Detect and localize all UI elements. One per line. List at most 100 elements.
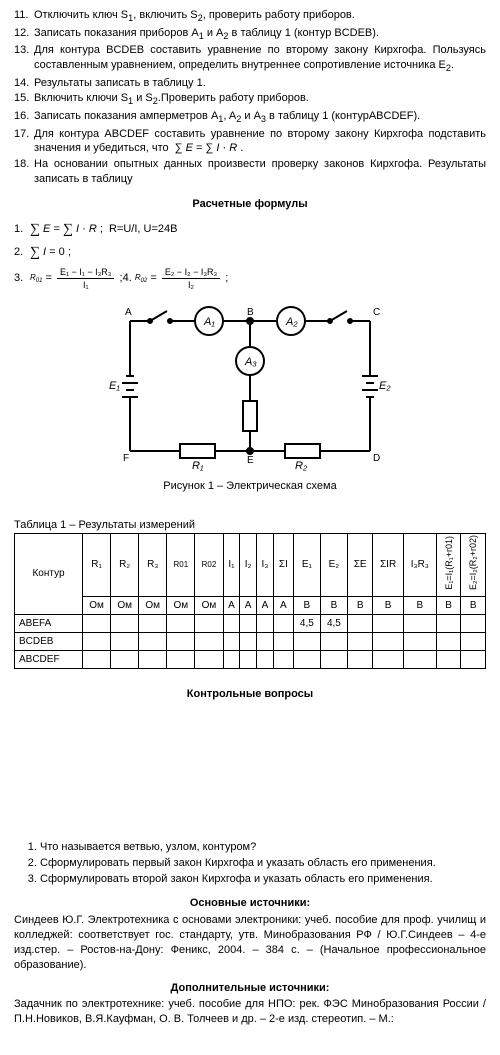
col-header: I₃	[256, 534, 273, 597]
svg-text:A: A	[125, 307, 132, 318]
col-vert-1: E₁=I₁(R₁+r01)	[436, 534, 461, 597]
data-cell	[373, 650, 403, 668]
data-cell	[373, 614, 403, 632]
unit-cell: В	[293, 596, 320, 614]
data-cell	[111, 650, 139, 668]
col-header: ΣE	[347, 534, 373, 597]
unit-cell: Ом	[167, 596, 195, 614]
procedure-step: 15.Включить ключи S1 и S2.Проверить рабо…	[14, 91, 486, 108]
data-cell	[461, 614, 486, 632]
formula-num-2: 2.	[14, 245, 30, 260]
data-cell	[240, 650, 257, 668]
svg-text:E: E	[247, 455, 254, 466]
col-vert-2: E₂=I₂(R₂+r02)	[461, 534, 486, 597]
unit-cell: Ом	[111, 596, 139, 614]
data-cell	[83, 650, 111, 668]
col-header: ΣIR	[373, 534, 403, 597]
data-cell	[403, 632, 436, 650]
col-header: E₁	[293, 534, 320, 597]
col-header: E₂	[320, 534, 347, 597]
data-cell	[256, 614, 273, 632]
unit-cell: Ом	[195, 596, 223, 614]
data-cell	[240, 614, 257, 632]
data-cell	[83, 632, 111, 650]
data-cell	[223, 614, 240, 632]
unit-cell: В	[347, 596, 373, 614]
data-cell	[273, 650, 293, 668]
page-gap	[14, 710, 486, 840]
data-cell	[461, 650, 486, 668]
formula-1: ∑ E = ∑ I · R ; R=U/I, U=24В	[30, 220, 177, 239]
question-item: Сформулировать второй закон Кирхгофа и у…	[40, 872, 486, 887]
svg-text:F: F	[123, 453, 129, 464]
data-cell	[195, 650, 223, 668]
table-row: ABCDEF	[15, 650, 486, 668]
main-sources-heading: Основные источники:	[14, 896, 486, 911]
source-e1-label: E₁	[109, 380, 120, 392]
table-caption: Таблица 1 – Результаты измерений	[14, 518, 486, 533]
data-cell	[436, 614, 461, 632]
data-cell	[167, 632, 195, 650]
data-cell	[293, 632, 320, 650]
data-cell	[347, 632, 373, 650]
unit-cell: Ом	[139, 596, 167, 614]
col-header: I₃R₃	[403, 534, 436, 597]
resistor-r1-label: R₁	[192, 460, 204, 471]
col-header: I₂	[240, 534, 257, 597]
circuit-diagram: A₁ A₂ A₃ E₁ E₂ R₁ R₂ A B C D E F	[14, 301, 486, 471]
unit-cell: В	[320, 596, 347, 614]
svg-text:B: B	[247, 307, 254, 318]
unit-cell: В	[373, 596, 403, 614]
data-cell	[195, 632, 223, 650]
data-cell	[223, 632, 240, 650]
formula-num-3: 3.	[14, 271, 30, 286]
procedure-step: 18.На основании опытных данных произвест…	[14, 157, 486, 187]
data-cell	[436, 632, 461, 650]
additional-sources-heading: Дополнительные источники:	[14, 981, 486, 996]
data-cell	[139, 614, 167, 632]
data-cell	[347, 650, 373, 668]
data-cell	[240, 632, 257, 650]
meter-a3-label: A₃	[244, 356, 257, 368]
questions-heading: Контрольные вопросы	[14, 687, 486, 702]
results-table: КонтурR₁R₂R₃R01R02I₁I₂I₃ΣIE₁E₂ΣEΣIRI₃R₃E…	[14, 533, 486, 669]
col-header: R₂	[111, 534, 139, 597]
data-cell	[256, 632, 273, 650]
unit-cell: В	[436, 596, 461, 614]
meter-a2-label: A₂	[285, 316, 298, 328]
data-cell	[347, 614, 373, 632]
resistor-r2-label: R₂	[295, 460, 308, 471]
formula-num-4: 4.	[123, 271, 132, 286]
data-cell	[273, 614, 293, 632]
table-row: BCDEB	[15, 632, 486, 650]
question-item: Сформулировать первый закон Кирхгофа и у…	[40, 856, 486, 871]
unit-cell: В	[403, 596, 436, 614]
additional-sources-text: Задачник по электротехнике: учеб. пособи…	[14, 997, 486, 1027]
col-header: R02	[195, 534, 223, 597]
unit-cell: А	[240, 596, 257, 614]
data-cell: 4,5	[320, 614, 347, 632]
unit-cell: А	[256, 596, 273, 614]
source-e2-label: E₂	[379, 380, 391, 392]
lab-document: 11.Отключить ключ S1, включить S2, прове…	[14, 8, 486, 1027]
procedure-step: 13.Для контура BCDEB составить уравнение…	[14, 43, 486, 74]
procedure-step: 12.Записать показания приборов A1 и A2 в…	[14, 26, 486, 43]
col-header: R01	[167, 534, 195, 597]
procedure-step: 16.Записать показания амперметров A1, A2…	[14, 109, 486, 126]
data-cell	[83, 614, 111, 632]
meter-a1-label: A₁	[203, 316, 215, 328]
data-cell	[223, 650, 240, 668]
data-cell	[320, 650, 347, 668]
data-cell	[403, 614, 436, 632]
procedure-step: 17.Для контура ABCDEF составить уравнени…	[14, 127, 486, 157]
unit-cell: А	[223, 596, 240, 614]
data-cell: 4,5	[293, 614, 320, 632]
data-cell	[461, 632, 486, 650]
data-cell	[139, 632, 167, 650]
col-header: R₁	[83, 534, 111, 597]
procedure-step: 11.Отключить ключ S1, включить S2, прове…	[14, 8, 486, 25]
data-cell	[256, 650, 273, 668]
col-kontur: Контур	[15, 534, 83, 615]
formulas-block: 1. ∑ E = ∑ I · R ; R=U/I, U=24В 2. ∑ I =…	[14, 220, 486, 291]
data-cell	[167, 650, 195, 668]
